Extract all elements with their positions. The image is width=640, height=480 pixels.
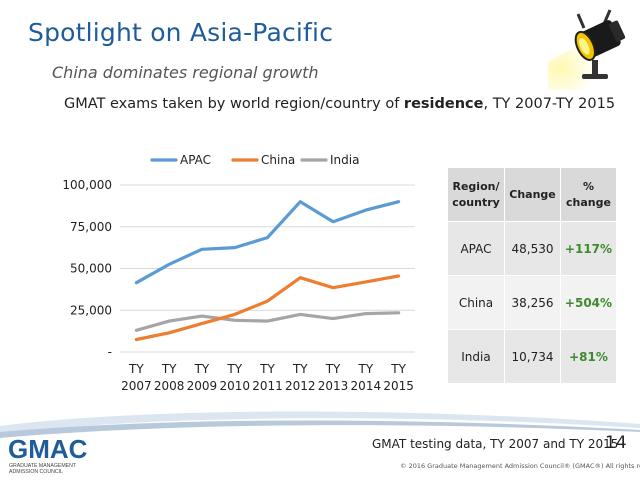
cell-region: APAC [447,221,505,276]
x-tick-label: TY [325,362,341,376]
table-row: India 10,734 +81% [447,329,617,384]
logo-subtext: ADMISSION COUNCIL [9,469,63,475]
legend-label: India [330,153,359,167]
slide-title: Spotlight on Asia-Pacific [28,18,334,47]
x-tick-label: 2009 [187,379,218,393]
line-chart: - 25,000 50,000 75,000 100,000 TY 2007 TY 2008 TY… [62,153,415,393]
spotlight-icon [548,9,626,90]
source-note: GMAT testing data, TY 2007 and TY 2015 [372,437,619,451]
chart-heading: GMAT exams taken by world region/country… [64,96,615,112]
cell-pct: +81% [560,329,617,384]
series-line-apac [134,200,401,285]
x-tick-label: TY [259,362,275,376]
legend-label: China [261,153,295,167]
logo-subtext: GRADUATE MANAGEMENT [9,463,77,469]
y-tick-label: 100,000 [62,178,112,192]
gmac-logo: GMAC GRADUATE MANAGEMENT ADMISSION COUNC… [8,434,88,475]
change-table: Region/country Change % change APAC 48,53… [447,167,617,384]
series-line-china [134,274,401,342]
x-tick-label: 2015 [383,379,414,393]
table-row: China 38,256 +504% [447,275,617,330]
cell-pct: +117% [560,221,617,276]
cell-region: India [447,329,505,384]
heading-text-pre: GMAT exams taken by world region/country… [64,96,404,112]
slide-subtitle: China dominates regional growth [52,63,319,82]
x-tick-label: 2007 [121,379,152,393]
cell-change: 48,530 [504,221,561,276]
y-tick-label: 50,000 [70,262,112,276]
header-change: Change [504,167,561,222]
x-tick-label: 2014 [351,379,382,393]
heading-text-bold: residence [403,96,484,112]
x-tick-label: 2010 [219,379,250,393]
x-tick-label: TY [292,362,308,376]
heading-text-post: , TY 2007-TY 2015 [483,96,616,112]
y-tick-label: 75,000 [70,220,112,234]
y-tick-label: 25,000 [70,303,112,317]
header-region: Region/country [447,167,505,222]
bottom-swoosh [0,411,640,438]
series-line-india [134,311,401,332]
table-row: APAC 48,530 +117% [447,221,617,276]
page-number: 14 [605,433,627,453]
x-tick-label: 2013 [318,379,349,393]
x-tick-label: 2008 [154,379,185,393]
cell-pct: +504% [560,275,617,330]
cell-change: 38,256 [504,275,561,330]
x-tick-label: TY [194,362,210,376]
table-header-row: Region/country Change % change [447,167,617,222]
x-tick-label: TY [226,362,242,376]
header-pct-change: % change [560,167,617,222]
legend-label: APAC [180,153,211,167]
logo-wordmark: GMAC [8,434,88,464]
x-tick-label: 2012 [285,379,316,393]
copyright-note: © 2016 Graduate Management Admission Cou… [400,462,640,470]
x-tick-label: TY [161,362,177,376]
cell-region: China [447,275,505,330]
cell-change: 10,734 [504,329,561,384]
y-tick-label: - [108,345,112,359]
x-tick-label: TY [357,362,373,376]
x-tick-label: 2011 [252,379,283,393]
x-tick-label: TY [128,362,144,376]
x-tick-label: TY [390,362,406,376]
